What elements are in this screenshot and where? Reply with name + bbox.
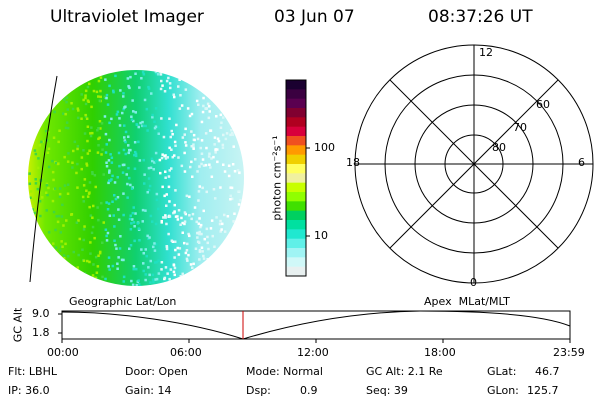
altitude-curve [61,310,571,340]
apex-label: Apex MLat/MLT [424,295,510,308]
geographic-label: Geographic Lat/Lon [69,295,177,308]
color-bar-band [286,210,306,221]
color-bar-band [286,201,306,212]
color-bar-band [286,257,306,268]
gc-alt-info: GC Alt: 2.1 Re [366,365,443,378]
dsp-value: 0.9 [300,384,318,397]
mlat-label-70: 70 [513,121,527,134]
y-tick-label-9: 9.0 [32,307,50,320]
color-bar-band [286,164,306,174]
seq-info: Seq: 39 [366,384,408,397]
timeline-y-title: GC Alt [11,307,25,343]
color-bar-band [286,229,306,240]
mlat-label-80: 80 [492,141,506,154]
color-bar-band [286,89,306,100]
color-bar-band [286,80,306,90]
color-bar-band [286,182,306,193]
color-bar-band [286,173,306,184]
glat-value: 46.7 [535,365,560,378]
x-tick-label-0000: 00:00 [47,346,79,359]
color-bar-band [286,108,306,118]
filter-info: Flt: LBHL [8,365,57,378]
mlt-label-18: 18 [346,156,360,169]
color-bar-band [286,192,306,202]
color-bar-band [286,220,306,230]
mode-info: Mode: Normal [246,365,323,378]
y-tick-label-1-8: 1.8 [32,326,50,339]
color-bar-band [286,145,306,156]
color-bar-band [286,126,306,137]
glat-label: GLat: [487,365,517,378]
x-tick-label-1800: 18:00 [424,346,456,359]
color-bar-unit: photon cm⁻²s⁻¹ [270,135,284,221]
color-bar-band [286,136,306,146]
timeline-frame [61,310,571,340]
ip-info: IP: 36.0 [8,384,50,397]
image-time: 08:37:26 UT [428,7,533,27]
color-bar-frame [285,79,307,277]
gain-info: Gain: 14 [125,384,172,397]
door-info: Door: Open [125,365,188,378]
color-bar-band [286,238,306,249]
image-date: 03 Jun 07 [274,7,355,27]
mlt-label-0: 0 [470,276,477,289]
color-bar-band [286,98,306,109]
altitude-timeline [58,310,571,343]
x-tick-label-0600: 06:00 [170,346,202,359]
color-bar-band [286,266,306,277]
color-bar [286,80,306,277]
glon-value: 125.7 [527,384,559,397]
auroral-image [28,70,244,286]
color-bar-band [286,117,306,128]
color-bar-band [286,248,306,258]
mlat-label-60: 60 [536,98,550,111]
color-bar-band [286,154,306,165]
color-bar-label-10: 10 [314,229,328,242]
mlt-label-6: 6 [578,156,585,169]
imager-title: Ultraviolet Imager [50,7,204,27]
mlt-label-12: 12 [479,46,493,59]
polar-grid [354,44,594,284]
color-bar-label-100: 100 [314,141,335,154]
glon-label: GLon: [487,384,519,397]
dsp-label: Dsp: [246,384,271,397]
x-tick-label-1200: 12:00 [297,346,329,359]
x-tick-label-2359: 23:59 [553,346,585,359]
terminator-line [29,75,58,283]
